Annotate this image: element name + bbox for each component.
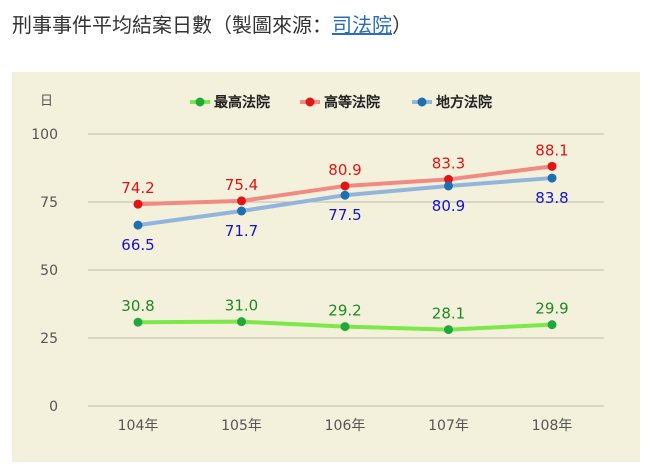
y-tick-label: 100 (31, 127, 58, 143)
data-point (547, 320, 557, 330)
legend-entry: 最高法院 (214, 94, 270, 111)
legend-entry: 地方法院 (436, 94, 492, 111)
source-prefix: （製圖來源： (212, 13, 332, 37)
data-label: 88.1 (535, 141, 568, 159)
data-label: 83.8 (535, 189, 568, 207)
data-label: 29.9 (535, 300, 568, 318)
data-point (237, 196, 246, 206)
data-label: 83.3 (432, 154, 465, 172)
legend-marker (305, 97, 315, 107)
data-point (444, 174, 453, 184)
source-suffix: ） (392, 13, 412, 37)
x-tick-label: 107年 (428, 418, 469, 434)
data-label: 80.9 (432, 197, 465, 215)
x-tick-label: 108年 (532, 418, 573, 434)
data-label: 71.7 (225, 222, 258, 240)
legend-marker (417, 97, 427, 107)
data-point (133, 220, 143, 230)
page-heading: 刑事事件平均結案日數（製圖來源：司法院） (12, 8, 412, 42)
data-label: 66.5 (121, 236, 154, 254)
data-label: 75.4 (225, 176, 258, 194)
data-point (340, 322, 350, 332)
data-point (444, 181, 453, 191)
y-tick-label: 75 (40, 195, 58, 211)
source-link[interactable]: 司法院 (332, 13, 392, 37)
chart-title: 刑事事件平均結案日數 (12, 13, 212, 37)
legend-entry: 高等法院 (324, 94, 380, 111)
line-chart: 0 25 50 75 100 日 104年 105年 106年 107年 108年 最高法院 高等法院 地… (31, 94, 604, 434)
legend-marker (195, 97, 205, 107)
y-tick-label: 25 (40, 331, 58, 347)
data-point (444, 325, 453, 335)
chart-panel: 0 25 50 75 100 日 104年 105年 106年 107年 108年 最高法院 高等法院 地… (12, 72, 640, 462)
x-tick-label: 104年 (118, 418, 159, 434)
data-point (133, 199, 143, 209)
y-axis-label: 日 (40, 94, 53, 109)
x-tick-label: 105年 (221, 418, 262, 434)
data-point (340, 190, 350, 200)
data-point (237, 317, 246, 327)
data-point (340, 181, 350, 191)
y-tick-label: 0 (49, 399, 58, 415)
data-label: 77.5 (328, 206, 361, 224)
data-label: 80.9 (328, 161, 361, 179)
data-point (237, 206, 246, 216)
data-label: 29.2 (328, 302, 361, 320)
data-label: 74.2 (121, 179, 154, 197)
x-tick-label: 106年 (325, 418, 366, 434)
data-label: 30.8 (121, 297, 154, 315)
data-point (133, 317, 143, 327)
data-point (547, 173, 557, 183)
data-point (547, 161, 557, 171)
data-label: 31.0 (225, 297, 258, 315)
y-tick-label: 50 (40, 263, 58, 279)
data-label: 28.1 (432, 305, 465, 323)
